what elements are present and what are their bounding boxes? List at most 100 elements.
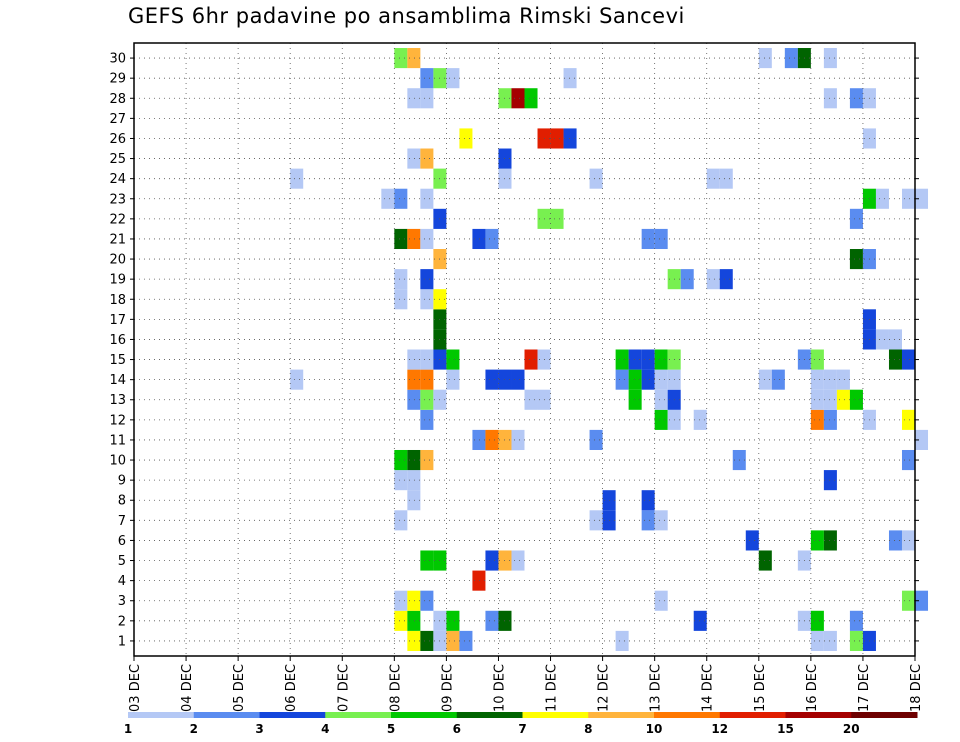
- colorbar-swatch: [456, 712, 523, 718]
- colorbar-label: 2: [190, 722, 198, 736]
- heatmap-cell: [810, 530, 824, 551]
- heatmap-cell: [836, 369, 850, 390]
- heatmap-cell: [563, 68, 577, 89]
- heatmap-cell: [394, 449, 408, 471]
- heatmap-cell: [407, 389, 421, 410]
- heatmap-cell: [915, 188, 929, 209]
- heatmap-cell: [446, 349, 460, 370]
- heatmap-cell: [615, 349, 629, 370]
- colorbar-swatch: [325, 712, 392, 718]
- heatmap-cell: [849, 249, 863, 270]
- heatmap-cell: [680, 269, 694, 290]
- heatmap-cell: [394, 590, 408, 611]
- heatmap-cell: [420, 630, 434, 651]
- heatmap-cell: [693, 409, 707, 430]
- x-tick-label: 07 DEC: [336, 664, 351, 712]
- y-tick-label: 28: [109, 92, 126, 107]
- heatmap-cell: [849, 389, 863, 410]
- heatmap-cell: [901, 188, 915, 209]
- plot-frame: [133, 42, 916, 657]
- heatmap-cell: [446, 369, 460, 390]
- heatmap-cell: [615, 630, 629, 651]
- heatmap-cell: [758, 48, 772, 69]
- chart-title: GEFS 6hr padavine po ansamblima Rimski S…: [128, 4, 685, 28]
- x-axis: 03 DEC 04 DEC 05 DEC 06 DEC 07 DEC 08 DEC 09 D…: [128, 656, 924, 712]
- heatmap-cell: [693, 610, 707, 631]
- heatmap-cell: [407, 48, 421, 69]
- heatmap-cell: [901, 449, 915, 471]
- heatmap-cell: [654, 349, 668, 370]
- colorbar-swatch: [391, 712, 458, 718]
- heatmap-cell: [823, 48, 837, 69]
- heatmap-cell: [810, 610, 824, 631]
- heatmap-cell: [472, 429, 486, 450]
- heatmap-cell: [888, 329, 902, 350]
- y-tick-label: 17: [109, 313, 126, 328]
- heatmap-cell: [394, 289, 408, 310]
- heatmap-cell: [550, 208, 564, 229]
- heatmap-cell: [446, 630, 460, 651]
- heatmap-cell: [849, 630, 863, 651]
- heatmap-cell: [875, 188, 889, 209]
- heatmap-cell: [628, 349, 642, 370]
- y-tick-label: 7: [118, 514, 126, 529]
- heatmap-cell: [810, 409, 824, 430]
- y-tick-label: 10: [109, 454, 126, 469]
- x-tick-label: 12 DEC: [597, 664, 612, 712]
- heatmap-cell: [446, 610, 460, 631]
- heatmap-cell: [472, 570, 486, 591]
- heatmap-cell: [420, 269, 434, 290]
- heatmap-cell: [524, 349, 538, 370]
- heatmap-cell: [407, 449, 421, 471]
- colorbar-label: 12: [711, 722, 728, 736]
- heatmap-cell: [420, 409, 434, 430]
- y-tick-label: 24: [109, 172, 126, 187]
- heatmap-cell: [407, 590, 421, 611]
- y-tick-label: 9: [118, 474, 126, 489]
- heatmap-cell: [654, 409, 668, 430]
- heatmap-cell: [511, 88, 525, 109]
- x-tick-label: 10 DEC: [492, 664, 507, 712]
- colorbar-label: 15: [777, 722, 794, 736]
- heatmap-cell: [394, 269, 408, 290]
- heatmap-cell: [420, 550, 434, 571]
- heatmap-cell: [628, 389, 642, 410]
- heatmap-cell: [901, 409, 915, 430]
- heatmap-cell: [589, 168, 603, 189]
- x-tick-label: 04 DEC: [180, 664, 195, 712]
- heatmap-cell: [407, 610, 421, 631]
- colorbar-swatch: [851, 712, 918, 718]
- colorbar-label: 1: [124, 722, 132, 736]
- heatmap-cell: [485, 610, 499, 631]
- y-tick-label: 14: [109, 373, 126, 388]
- heatmap-cell: [641, 490, 655, 511]
- heatmap-cell: [810, 349, 824, 370]
- y-tick-label: 21: [109, 232, 126, 247]
- x-tick-label: 11 DEC: [545, 664, 560, 712]
- heatmap-cell: [420, 188, 434, 209]
- heatmap-cell: [810, 389, 824, 410]
- heatmap-cell: [849, 208, 863, 229]
- heatmap-cell: [915, 429, 929, 450]
- colorbar-swatch: [522, 712, 589, 718]
- heatmap-cell: [641, 369, 655, 390]
- heatmap-cell: [641, 349, 655, 370]
- heatmap-cell: [394, 48, 408, 69]
- colorbar-label: 4: [321, 722, 329, 736]
- heatmap-cell: [407, 88, 421, 109]
- heatmap-cell: [290, 168, 304, 189]
- x-tick-label: 17 DEC: [857, 664, 872, 712]
- heatmap-cell: [654, 389, 668, 410]
- heatmap-cell: [394, 188, 408, 209]
- heatmap-cell: [407, 349, 421, 370]
- x-tick-label: 06 DEC: [284, 664, 299, 712]
- heatmap-cell: [589, 510, 603, 531]
- heatmap-cell: [472, 228, 486, 250]
- heatmap-cell: [459, 128, 473, 149]
- heatmap-cell: [901, 530, 915, 551]
- heatmap-cell: [771, 369, 785, 390]
- y-tick-label: 29: [109, 72, 126, 87]
- colorbar-label: 8: [584, 722, 592, 736]
- heatmap-cell: [407, 490, 421, 511]
- heatmap-cell: [823, 369, 837, 390]
